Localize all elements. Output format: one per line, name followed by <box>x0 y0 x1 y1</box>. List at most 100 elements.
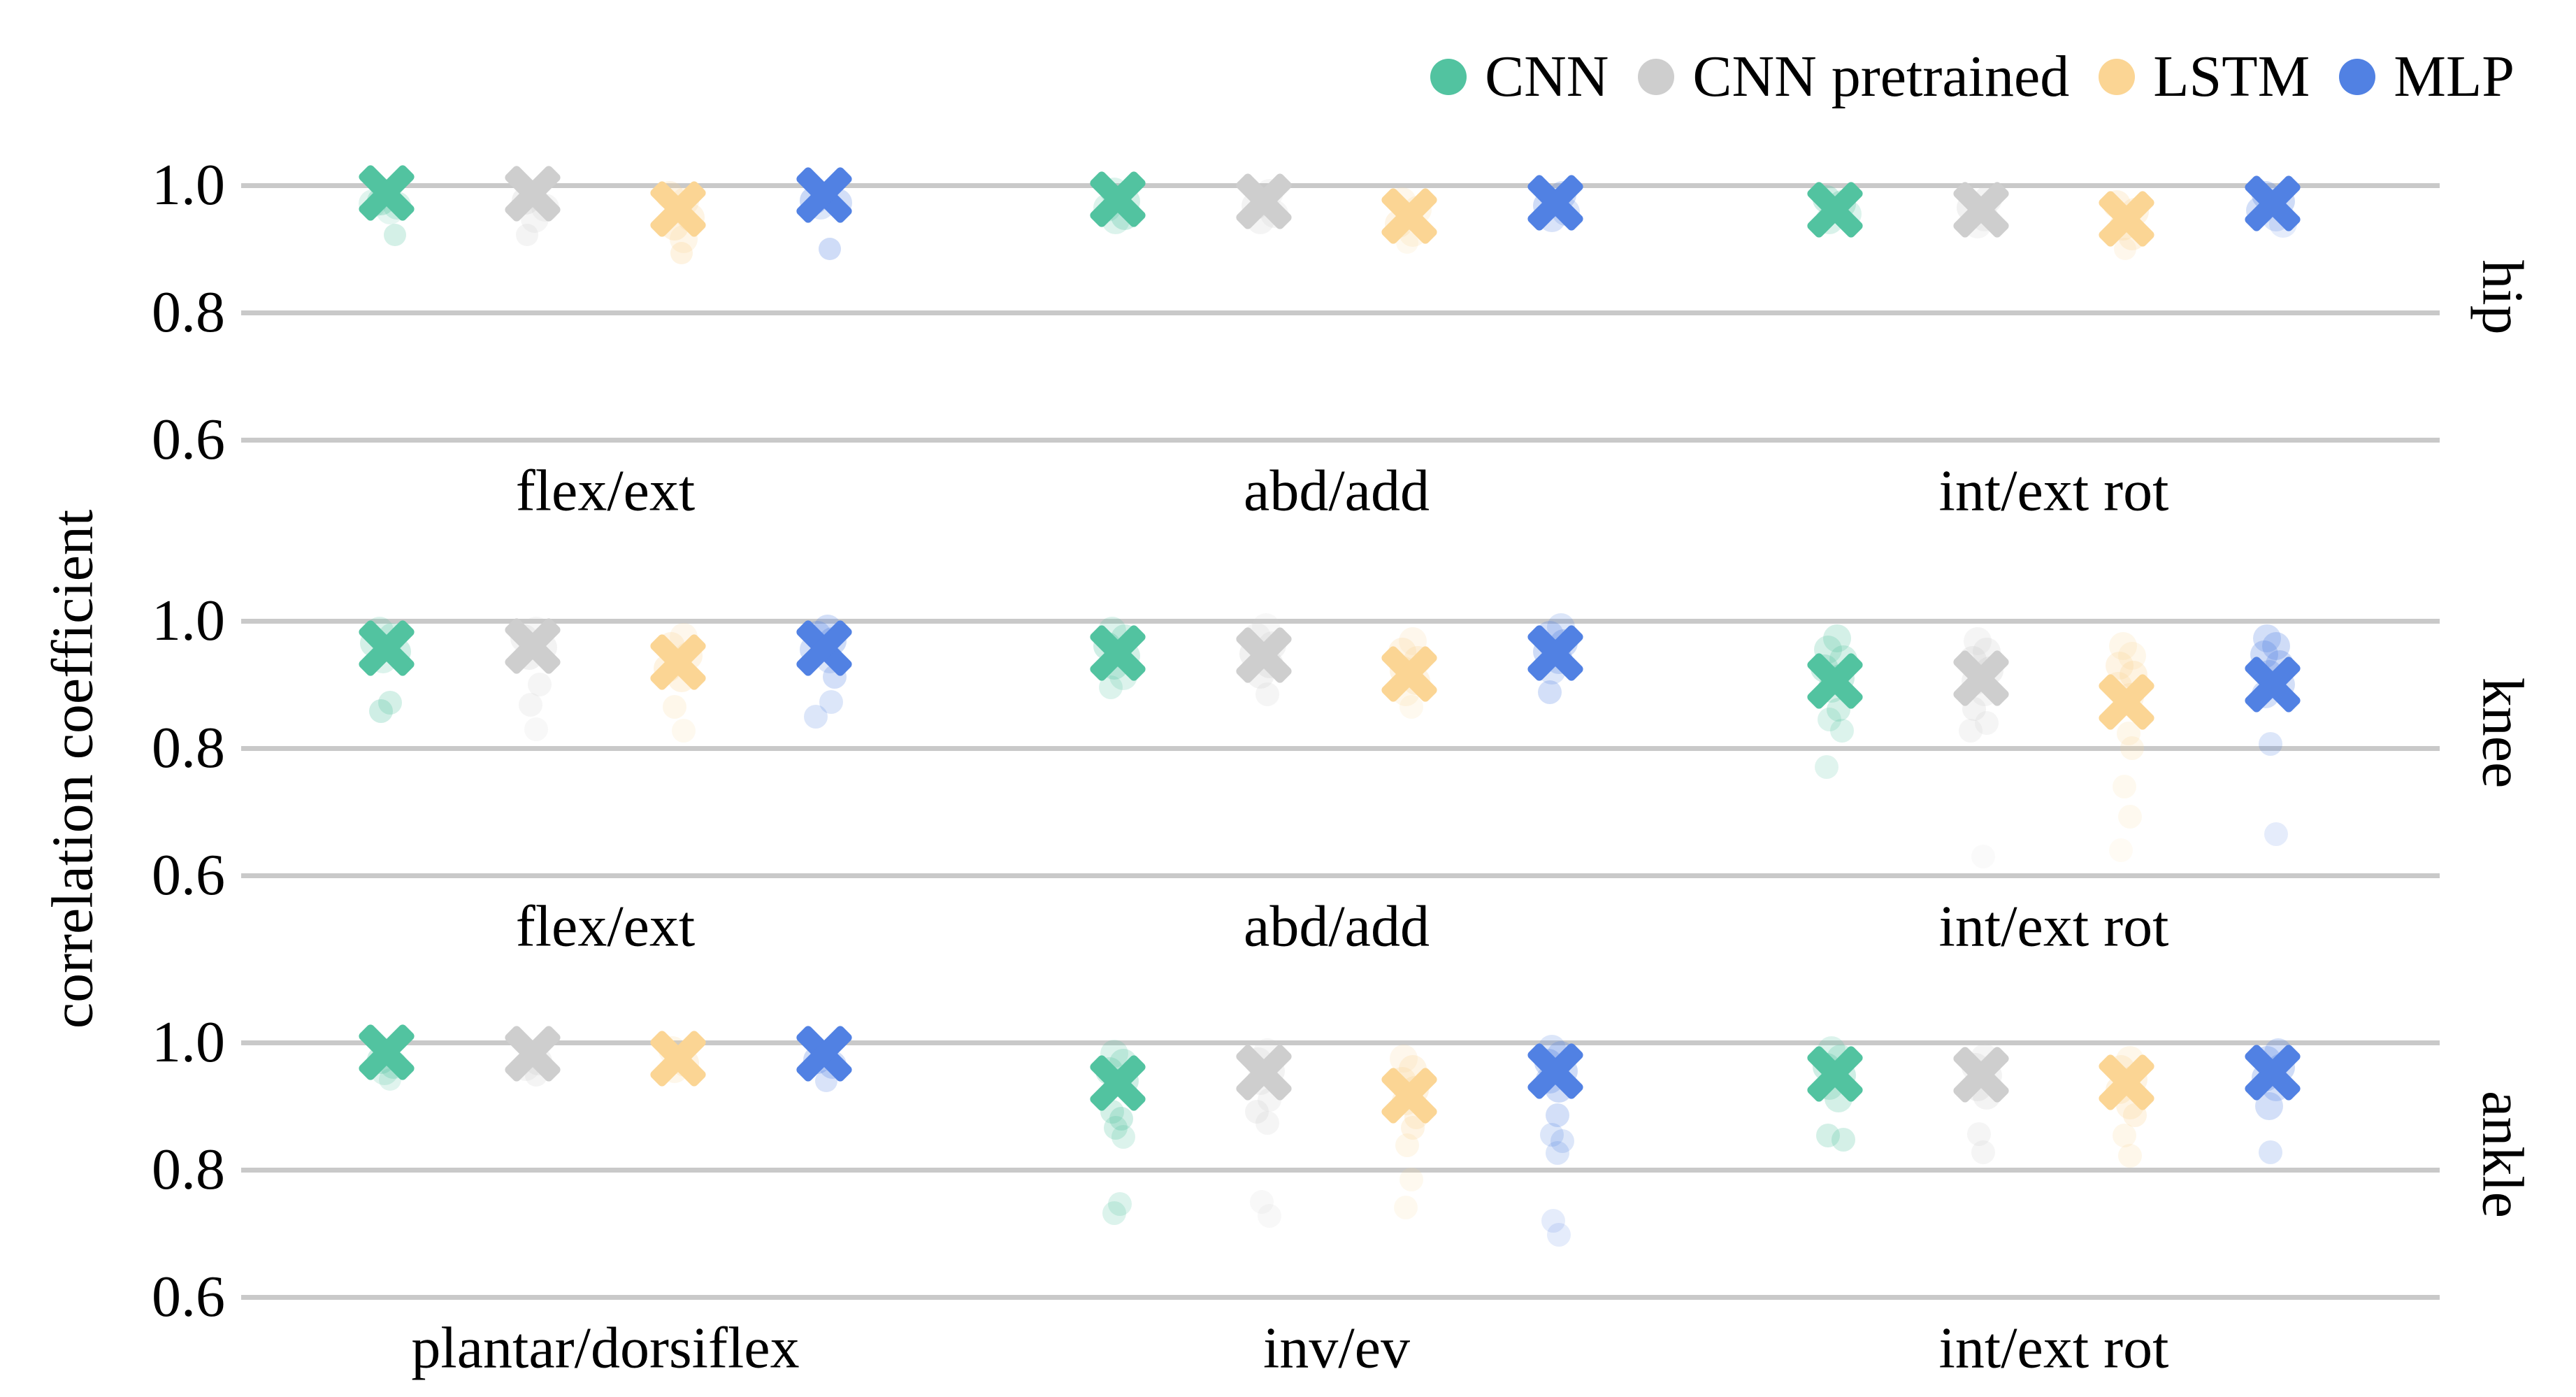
mean-x-marker <box>1240 1049 1288 1096</box>
data-point-dot <box>1815 755 1839 780</box>
mean-x-marker <box>1386 192 1433 240</box>
data-point-dot <box>1108 1192 1132 1217</box>
gridline <box>241 310 2440 315</box>
x-tick-label: int/ext rot <box>1938 1315 2169 1381</box>
data-point-dot <box>1546 1141 1569 1166</box>
row-label-ankle: ankle <box>2470 1091 2535 1218</box>
mean-x-marker <box>654 185 702 233</box>
legend-item-cnn-pretrained: CNN pretrained <box>1638 41 2069 113</box>
data-point-dot <box>672 718 696 743</box>
data-point-dot <box>2109 632 2137 661</box>
gridline <box>241 437 2440 443</box>
mean-x-marker <box>2249 180 2296 227</box>
gridline <box>241 182 2440 188</box>
data-point-dot <box>1250 1190 1274 1215</box>
data-point-dot <box>2253 624 2281 653</box>
x-tick-label: int/ext rot <box>1938 458 2169 524</box>
data-point-dot <box>2113 774 2136 798</box>
y-tick-label: 1.0 <box>152 588 225 653</box>
legend-item-cnn: CNN <box>1430 41 1609 113</box>
y-tick-label: 0.6 <box>152 1264 225 1329</box>
mean-x-marker <box>1532 629 1579 677</box>
gridline <box>241 1167 2440 1173</box>
mean-x-marker <box>1811 1050 1859 1098</box>
mean-x-marker <box>800 1030 848 1077</box>
legend-label-cnn-pretrained: CNN pretrained <box>1692 44 2070 109</box>
mean-x-marker <box>1386 1072 1433 1119</box>
mean-x-marker <box>2103 195 2150 243</box>
y-tick-label: 0.8 <box>152 1137 225 1202</box>
data-point-dot <box>384 223 406 246</box>
mean-x-marker <box>1386 650 1433 698</box>
x-tick-label: inv/ev <box>1263 1315 1410 1381</box>
data-point-dot <box>1816 1123 1840 1147</box>
y-tick-label: 0.8 <box>152 280 225 345</box>
row-label-knee: knee <box>2470 677 2535 789</box>
mean-x-marker <box>1532 179 1579 227</box>
data-point-dot <box>2118 1143 2142 1168</box>
data-point-dot <box>1546 1103 1569 1127</box>
mean-x-marker <box>1240 178 1288 225</box>
data-point-dot <box>1830 718 1854 743</box>
mean-x-marker <box>1811 186 1859 234</box>
gridline <box>241 1294 2440 1300</box>
data-point-dot <box>1102 1201 1126 1225</box>
mean-x-marker <box>654 1035 702 1082</box>
mean-x-marker <box>509 622 556 670</box>
gridline <box>241 873 2440 878</box>
mean-x-marker <box>1957 654 2005 702</box>
data-point-dot <box>1823 624 1851 652</box>
gridline <box>241 745 2440 751</box>
gridline <box>241 618 2440 624</box>
data-point-dot <box>1538 680 1562 704</box>
x-tick-label: flex/ext <box>515 458 696 524</box>
mean-x-marker <box>363 169 410 217</box>
data-point-dot <box>2118 642 2146 671</box>
data-point-dot <box>1818 708 1841 732</box>
data-point-dot <box>1959 718 1983 743</box>
data-point-dot <box>1395 1133 1419 1157</box>
data-point-dot <box>369 699 393 724</box>
mean-x-marker <box>363 1029 410 1076</box>
legend-label-cnn: CNN <box>1485 44 1609 109</box>
data-point-dot <box>1111 1124 1135 1149</box>
mean-x-marker <box>654 638 702 686</box>
x-tick-label: int/ext rot <box>1938 894 2169 959</box>
mean-x-marker <box>1957 1051 2005 1098</box>
data-point-dot <box>524 717 548 741</box>
data-point-dot <box>1394 1195 1418 1219</box>
data-point-dot <box>1255 682 1279 706</box>
y-tick-label: 0.8 <box>152 715 225 780</box>
data-point-dot <box>1399 1167 1423 1191</box>
legend-swatch-lstm-icon <box>2099 59 2136 95</box>
legend-swatch-cnn-icon <box>1430 59 1467 95</box>
legend-item-lstm: LSTM <box>2099 41 2310 113</box>
y-tick-label: 0.6 <box>152 407 225 472</box>
data-point-dot <box>1541 1208 1565 1233</box>
row-label-hip: hip <box>2470 259 2535 335</box>
legend-swatch-cnn-pretrained-icon <box>1638 59 1675 95</box>
mean-x-marker <box>800 171 848 219</box>
y-tick-label: 1.0 <box>152 1010 225 1075</box>
data-point-dot <box>1547 1222 1571 1247</box>
data-point-dot <box>1258 1203 1281 1228</box>
mean-x-marker <box>800 624 848 672</box>
data-point-dot <box>819 689 843 714</box>
data-point-dot <box>663 694 686 719</box>
mean-x-marker <box>1094 629 1142 677</box>
mean-x-marker <box>1811 657 1859 705</box>
mean-x-marker <box>2249 661 2296 708</box>
mean-x-marker <box>1957 186 2005 234</box>
data-point-dot <box>1971 1140 1995 1165</box>
y-tick-label: 1.0 <box>152 152 225 217</box>
data-point-dot <box>1255 1110 1279 1135</box>
data-point-dot <box>1540 1122 1564 1147</box>
data-point-dot <box>378 691 402 715</box>
data-point-dot <box>670 242 693 265</box>
x-tick-label: abd/add <box>1244 458 1430 524</box>
data-point-dot <box>1967 1122 1991 1147</box>
data-point-dot <box>1399 694 1423 719</box>
mean-x-marker <box>509 170 556 217</box>
legend-label-mlp: MLP <box>2394 44 2514 109</box>
